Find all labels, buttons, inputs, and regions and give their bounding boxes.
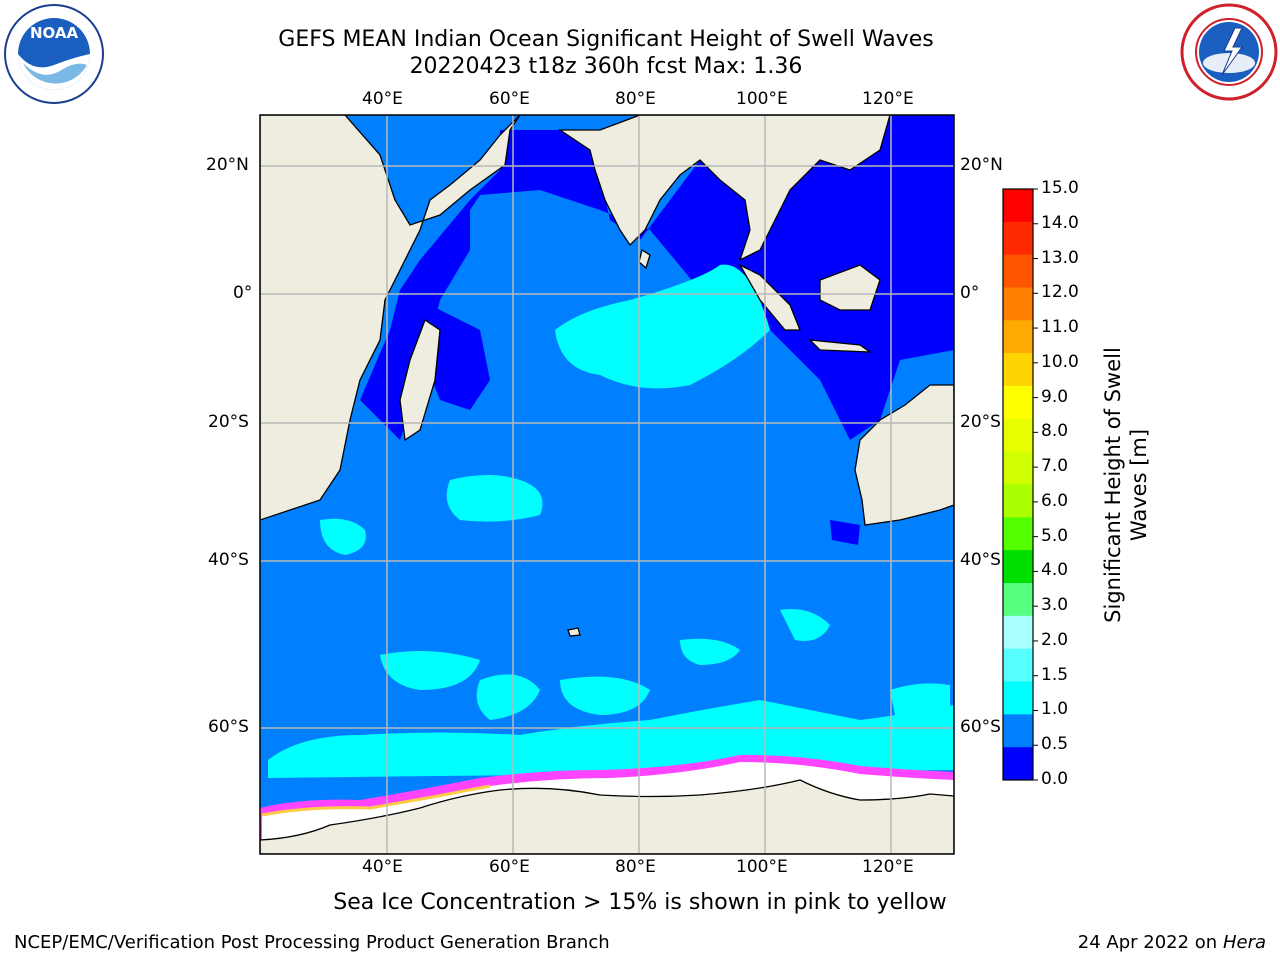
noaa-logo: NOAA <box>4 4 104 104</box>
sea-ice-note: Sea Ice Concentration > 15% is shown in … <box>333 890 947 915</box>
colorbar-tick-label: 14.0 <box>1041 212 1079 233</box>
colorbar-tick-label: 8.0 <box>1041 421 1069 442</box>
colorbar-label-line2: Waves [m] <box>1127 428 1151 542</box>
low-swell-region-north <box>360 115 954 440</box>
colorbar <box>1003 188 1038 781</box>
colorbar-tick-label: 11.0 <box>1041 317 1079 338</box>
colorbar-label: Significant Height of Swell Waves [m] <box>1100 320 1152 650</box>
colorbar-tick-label: 4.0 <box>1041 560 1069 581</box>
lat-label: 0° <box>233 283 253 303</box>
colorbar-tick-label: 1.5 <box>1041 664 1069 685</box>
colorbar-swatch <box>1003 484 1033 518</box>
low-swell-region-australia-bight <box>830 520 860 545</box>
lat-label: 20°S <box>208 412 249 432</box>
low-swell-region-madagascar <box>420 300 490 410</box>
colorbar-tick-label: 7.0 <box>1041 456 1069 477</box>
lat-label: 20°N <box>206 155 249 175</box>
lon-label: 40°E <box>362 857 403 877</box>
colorbar-swatch <box>1003 615 1033 650</box>
colorbar-tick-label: 5.0 <box>1041 525 1069 546</box>
chart-subtitle-run-info: 20220423 t18z 360h fcst Max: 1.36 <box>409 54 803 79</box>
map-frame <box>259 114 955 855</box>
colorbar-swatch <box>1003 418 1033 453</box>
footer-date: 24 Apr 2022 on Hera <box>1078 932 1266 953</box>
nws-logo <box>1180 3 1278 101</box>
colorbar-tick-label: 3.0 <box>1041 595 1069 616</box>
colorbar-swatch <box>1003 681 1033 715</box>
lat-label: 60°S <box>960 717 1001 737</box>
colorbar-tick-label: 12.0 <box>1041 282 1079 303</box>
colorbar-swatch <box>1003 221 1033 256</box>
lon-label: 80°E <box>615 857 656 877</box>
colorbar-tick-label: 6.0 <box>1041 490 1069 511</box>
footer-branch: NCEP/EMC/Verification Post Processing Pr… <box>14 932 610 953</box>
colorbar-swatch <box>1003 747 1033 781</box>
lon-label: 60°E <box>489 89 530 109</box>
lat-label: 60°S <box>208 717 249 737</box>
lon-label: 120°E <box>862 857 914 877</box>
noaa-logo-text: NOAA <box>30 24 79 42</box>
colorbar-frame <box>1002 188 1034 781</box>
colorbar-tick-label: 9.0 <box>1041 386 1069 407</box>
chart-title: GEFS MEAN Indian Ocean Significant Heigh… <box>278 27 934 52</box>
lon-label: 100°E <box>736 857 788 877</box>
lat-label: 20°S <box>960 412 1001 432</box>
colorbar-swatch <box>1003 714 1033 748</box>
footer-date-text: 24 Apr 2022 on <box>1077 932 1223 953</box>
lat-label: 40°S <box>960 550 1001 570</box>
lon-label: 80°E <box>615 89 656 109</box>
colorbar-swatch <box>1003 648 1033 682</box>
colorbar-swatch <box>1003 451 1033 485</box>
colorbar-tick-label: 13.0 <box>1041 247 1079 268</box>
land-masses <box>260 115 954 854</box>
lat-label: 20°N <box>960 155 1003 175</box>
colorbar-swatch <box>1003 287 1033 321</box>
colorbar-label-line1: Significant Height of Swell <box>1101 347 1125 623</box>
colorbar-swatch <box>1003 320 1033 354</box>
colorbar-swatch <box>1003 386 1033 420</box>
colorbar-swatch <box>1003 583 1033 617</box>
colorbar-swatch <box>1003 550 1033 584</box>
colorbar-tick-label: 0.5 <box>1041 734 1069 755</box>
lat-label: 0° <box>960 283 980 303</box>
graticule <box>260 115 954 854</box>
colorbar-swatch <box>1003 517 1033 551</box>
colorbar-swatch <box>1003 189 1033 223</box>
lon-label: 100°E <box>736 89 788 109</box>
lat-label: 40°S <box>208 550 249 570</box>
lon-label: 40°E <box>362 89 403 109</box>
colorbar-swatch <box>1003 353 1033 387</box>
colorbar-tick-label: 10.0 <box>1041 351 1079 372</box>
colorbar-swatch <box>1003 254 1033 288</box>
lon-label: 120°E <box>862 89 914 109</box>
footer-host: Hera <box>1222 932 1266 953</box>
colorbar-tick-label: 2.0 <box>1041 629 1069 650</box>
colorbar-tick-label: 15.0 <box>1041 178 1079 198</box>
colorbar-tick-label: 0.0 <box>1041 769 1069 789</box>
colorbar-tick-label: 1.0 <box>1041 699 1069 720</box>
lon-label: 60°E <box>489 857 530 877</box>
